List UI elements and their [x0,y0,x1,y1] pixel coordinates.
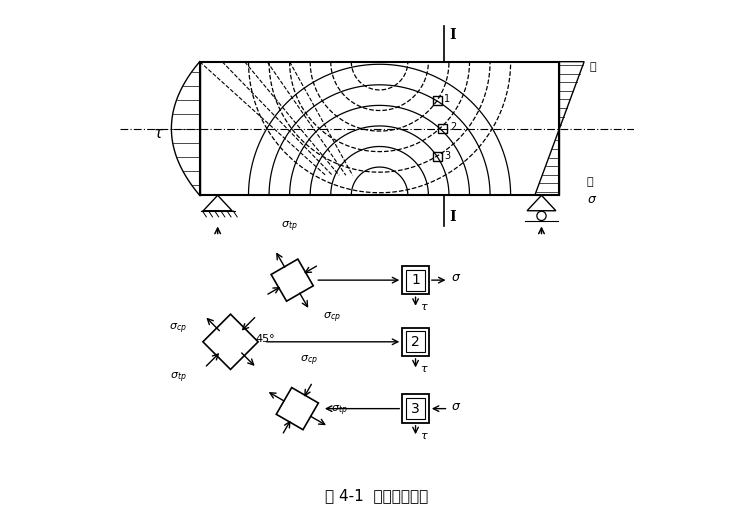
Polygon shape [271,259,313,301]
Text: $\sigma_{tp}$: $\sigma_{tp}$ [331,404,348,418]
Bar [406,398,425,419]
Text: 图 4-1  主应力轨迹线: 图 4-1 主应力轨迹线 [326,488,428,504]
Bar [200,62,559,195]
Text: $\sigma_{cp}$: $\sigma_{cp}$ [300,353,317,368]
Text: $\tau$: $\tau$ [420,364,428,374]
Bar [433,96,442,105]
Text: $\sigma$: $\sigma$ [587,193,597,206]
Bar [402,395,429,423]
Bar [406,332,425,353]
Text: $\sigma_{tp}$: $\sigma_{tp}$ [281,219,298,234]
Text: 压: 压 [590,62,596,72]
Text: 3: 3 [411,401,420,416]
Text: $\sigma_{cp}$: $\sigma_{cp}$ [169,322,187,336]
Text: 1: 1 [444,94,450,104]
Text: $\sigma_{cp}$: $\sigma_{cp}$ [323,311,341,325]
Polygon shape [276,388,318,430]
Text: 2: 2 [411,335,420,349]
Text: $\tau$: $\tau$ [420,431,428,440]
Text: $\sigma$: $\sigma$ [450,399,461,413]
Text: 45°: 45° [255,334,274,344]
Polygon shape [203,314,258,370]
Text: $\tau$: $\tau$ [420,302,428,312]
Text: I: I [449,210,455,224]
Text: 1: 1 [411,273,420,287]
Text: $\sigma$: $\sigma$ [450,271,461,284]
Bar [438,124,447,133]
Text: $\tau$: $\tau$ [153,126,164,141]
Bar [433,152,442,161]
Bar [402,266,429,294]
Text: 2: 2 [450,122,456,133]
Bar [402,328,429,356]
Text: I: I [449,28,455,42]
Text: 拉: 拉 [587,177,593,188]
Text: $\sigma_{tp}$: $\sigma_{tp}$ [170,371,187,385]
Text: 3: 3 [444,151,450,161]
Bar [406,269,425,291]
